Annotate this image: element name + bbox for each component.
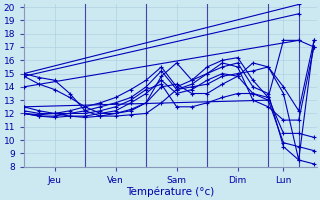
X-axis label: Température (°c): Température (°c) [126,186,214,197]
